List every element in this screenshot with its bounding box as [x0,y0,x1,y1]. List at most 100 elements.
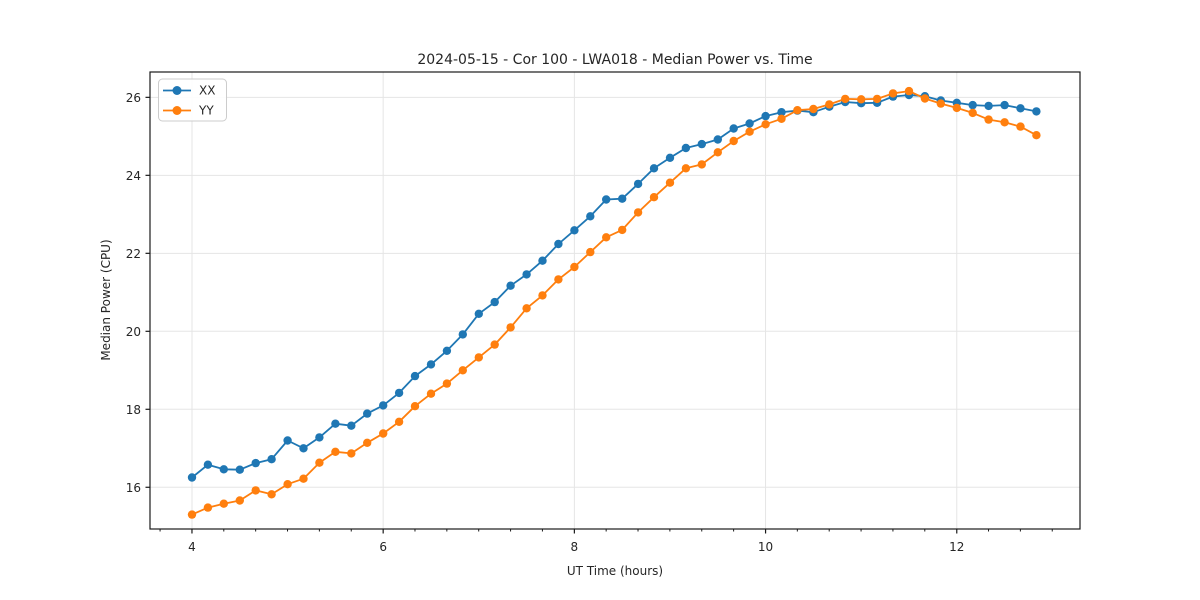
data-point-marker [984,115,993,124]
data-point-marker [251,486,260,495]
data-point-marker [394,388,404,398]
data-point-marker [363,409,372,418]
data-point-marker [315,458,324,467]
data-point-marker [729,124,738,133]
chart-title: 2024-05-15 - Cor 100 - LWA018 - Median P… [417,52,812,68]
data-point-marker [761,120,770,129]
x-tick-label: 6 [379,540,387,554]
axes-spines [149,71,1081,530]
axis-ticks: 4 6 8 10 12 16 18 20 22 24 26 [126,91,1053,554]
data-point-marker [331,447,340,456]
data-point-marker [331,419,340,428]
gridlines [150,72,1080,529]
data-point-marker [347,449,356,458]
data-point-marker [219,465,228,474]
y-tick-label: 22 [126,247,141,261]
data-point-marker [777,108,786,117]
data-point-marker [681,143,691,153]
data-point-marker [729,136,738,146]
data-point-marker [968,108,977,118]
legend-item-yy: YY [163,104,214,118]
data-point-marker [315,433,324,442]
data-point-marker [506,323,515,332]
legend-marker-icon [172,86,182,95]
x-tick-label: 8 [571,540,579,554]
data-point-marker [1016,104,1025,113]
data-point-marker [203,503,213,512]
data-point-marker [841,94,850,104]
legend-label-xx: XX [199,84,215,98]
data-point-marker [283,436,292,445]
data-point-marker [713,135,722,144]
data-point-marker [633,179,643,189]
x-tick-label: 4 [188,540,196,554]
data-point-marker [809,104,818,114]
data-point-marker [187,510,197,519]
y-tick-label: 18 [126,403,141,417]
data-point-marker [697,160,706,169]
data-point-marker [299,444,308,453]
data-point-marker [1016,122,1025,131]
plot-area [150,72,1080,529]
data-point-marker [618,225,627,235]
data-point-marker [538,256,547,265]
data-series-layer [187,86,1041,519]
data-point-marker [490,340,499,349]
data-point-marker [442,379,452,388]
data-point-marker [474,309,483,318]
data-point-marker [825,100,834,109]
data-point-marker [251,458,260,468]
data-point-marker [458,330,467,339]
data-point-marker [570,226,579,235]
data-point-marker [745,119,754,128]
y-tick-label: 20 [126,325,141,339]
data-point-marker [649,164,659,173]
data-point-marker [1032,107,1041,116]
data-point-marker [777,114,786,124]
data-point-marker [618,194,627,203]
data-point-marker [554,275,563,284]
data-point-marker [538,291,547,300]
x-axis-label: UT Time (hours) [567,564,663,578]
data-point-marker [968,100,977,110]
data-point-marker [920,94,930,103]
data-point-marker [379,429,388,438]
data-point-marker [761,111,770,121]
data-point-marker [187,473,197,482]
x-tick-label: 10 [758,540,773,554]
series-yy [187,86,1041,519]
data-point-marker [203,460,213,469]
data-point-marker [633,208,643,217]
data-point-marker [283,480,292,489]
data-point-marker [665,153,675,162]
data-point-marker [1000,118,1009,127]
data-point-marker [586,212,595,221]
y-axis-label: Median Power (CPU) [99,239,113,360]
data-point-marker [506,281,515,290]
data-point-marker [426,360,436,369]
data-point-marker [586,247,595,257]
data-point-marker [522,304,531,313]
data-point-marker [872,94,882,104]
data-point-marker [394,417,404,426]
legend-label-yy: YY [198,104,214,118]
data-point-marker [426,389,436,398]
data-point-marker [267,490,276,499]
y-tick-label: 16 [126,481,141,495]
data-point-marker [554,239,563,249]
data-point-marker [1000,100,1009,110]
data-point-marker [235,496,244,505]
data-point-marker [235,465,244,474]
data-point-marker [681,164,691,173]
data-point-marker [602,195,611,204]
data-point-marker [379,401,388,410]
data-point-marker [904,86,914,96]
data-point-marker [602,233,611,242]
data-point-marker [745,127,754,136]
data-point-marker [952,103,961,113]
data-point-marker [219,499,228,508]
data-point-marker [793,106,802,115]
data-point-marker [363,438,372,447]
